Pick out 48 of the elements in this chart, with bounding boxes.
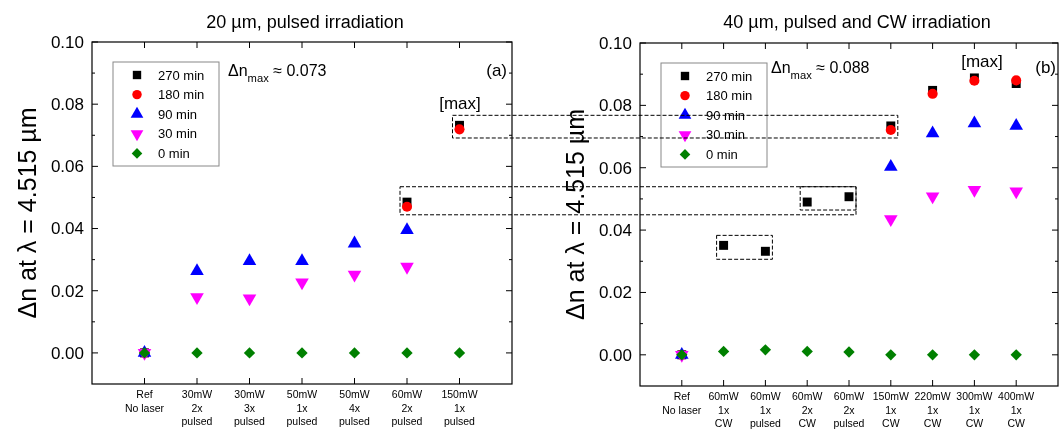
- y-tick-label: 0.02: [598, 283, 632, 303]
- y-axis-title: Δn at λ = 4.515 µm: [13, 107, 41, 319]
- legend-label: 180 min: [158, 87, 205, 103]
- annotation: (b): [1035, 58, 1056, 77]
- x-tick-label: 220mW 1x CW: [914, 390, 951, 429]
- y-tick-label: 0.10: [598, 33, 632, 53]
- legend-label: 270 min: [706, 68, 753, 84]
- y-tick-label: 0.08: [598, 96, 632, 116]
- x-tick-label: 30mW 3x pulsed: [234, 388, 266, 427]
- y-tick-label: 0.06: [50, 157, 84, 177]
- y-axis-title: Δn at λ = 4.515 µm: [561, 108, 589, 321]
- annotation: Δn$_{max}$ ≈ 0.088: [771, 59, 870, 81]
- legend-label: 270 min: [158, 67, 205, 83]
- annotation: [max]: [439, 94, 481, 113]
- x-tick-label: Ref No laser: [662, 390, 702, 416]
- x-tick-label: 400mW 1x CW: [998, 390, 1035, 429]
- legend-label: 30 min: [158, 126, 198, 142]
- x-tick-label: Ref No laser: [124, 388, 165, 414]
- y-tick-label: 0.08: [50, 95, 84, 115]
- y-tick-label: 0.00: [598, 345, 632, 365]
- x-tick-label: 50mW 4x pulsed: [339, 388, 371, 427]
- x-tick-label: 60mW 2x CW: [792, 390, 823, 429]
- x-tick-label: 50mW 1x pulsed: [286, 388, 318, 427]
- y-tick-label: 0.10: [50, 32, 84, 52]
- annotation: Δn$_{max}$ ≈ 0.073: [228, 62, 327, 84]
- x-tick-label: 60mW 2x pulsed: [833, 390, 865, 429]
- legend-label: 0 min: [158, 145, 190, 161]
- legend-label: 90 min: [158, 106, 198, 122]
- legend-label: 180 min: [706, 88, 753, 104]
- x-tick-label: 30mW 2x pulsed: [181, 388, 213, 427]
- chart-title: 20 µm, pulsed irradiation: [206, 12, 404, 32]
- x-tick-label: 150mW 1x CW: [872, 390, 909, 429]
- x-tick-label: 150mW 1x pulsed: [441, 388, 478, 427]
- y-tick-label: 0.02: [50, 281, 84, 301]
- legend-label: 90 min: [706, 107, 746, 123]
- x-tick-label: 60mW 1x pulsed: [749, 390, 782, 429]
- y-tick-label: 0.00: [50, 343, 84, 363]
- annotation: [max]: [961, 52, 1003, 71]
- chart-title: 40 µm, pulsed and CW irradiation: [723, 12, 991, 32]
- x-tick-label: 60mW 2x pulsed: [391, 388, 423, 427]
- y-tick-label: 0.04: [50, 219, 84, 239]
- x-tick-label: 300mW 1x CW: [956, 390, 993, 429]
- legend-label: 0 min: [706, 146, 738, 162]
- legend-label: 30 min: [706, 127, 746, 143]
- y-tick-label: 0.06: [598, 158, 632, 178]
- x-tick-label: 60mW 1x CW: [708, 390, 739, 429]
- y-tick-label: 0.04: [598, 221, 632, 241]
- annotation: (a): [486, 61, 507, 80]
